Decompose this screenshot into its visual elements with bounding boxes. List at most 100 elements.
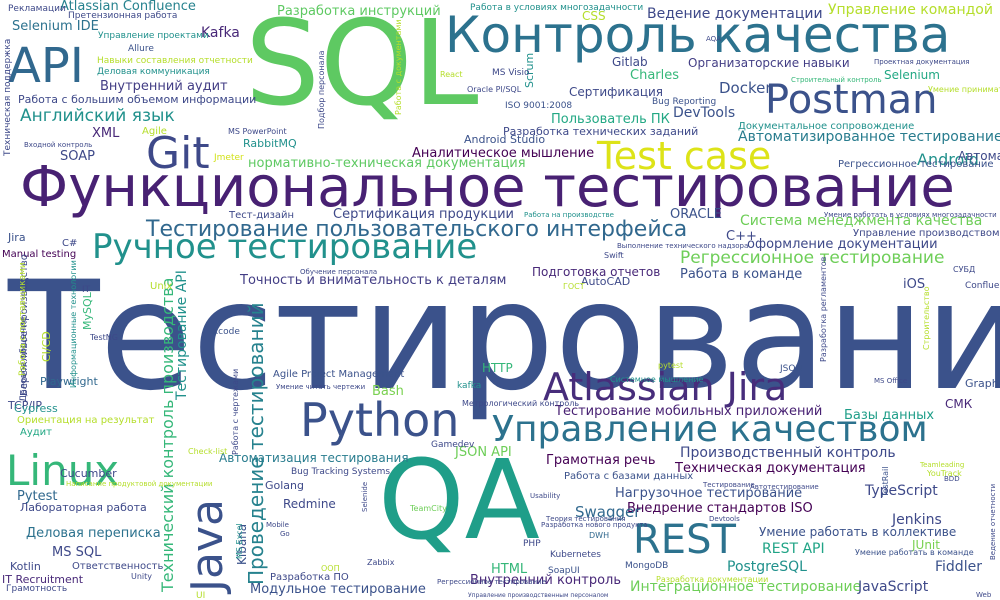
word-mobile-189: Mobile xyxy=(266,521,289,529)
word-kotlin-80: Kotlin xyxy=(10,560,41,573)
word-bug-tracking-systems-98: Bug Tracking Systems xyxy=(291,467,391,477)
word-sql-1: SQL xyxy=(245,0,479,132)
word-term-166: Строительство xyxy=(922,286,931,351)
word-c-118: C# xyxy=(62,238,78,249)
word-java-14: Java xyxy=(182,499,233,592)
word-term-17: Проведение тестирований xyxy=(244,302,268,585)
word-mysql-88: MySQL xyxy=(81,292,94,330)
word-dwh-133: DWH xyxy=(589,531,610,540)
word-gitlab-60: Gitlab xyxy=(612,55,648,69)
word-check-list-142: Check-list xyxy=(188,447,228,456)
word-term-104: Ответственность xyxy=(72,561,164,572)
word-android-studio-90: Android Studio xyxy=(464,133,546,146)
word-ms-office-173: MS Office xyxy=(874,377,908,385)
word-term-139: ООП xyxy=(321,564,340,573)
word-confluence-129: Confluence xyxy=(965,281,1000,291)
word-atlassian-jira-12: Atlassian Jira xyxy=(543,365,788,409)
word-kafka-59: Kafka xyxy=(201,25,240,41)
word-term-149: Входной контроль xyxy=(24,141,93,149)
word-xml-68: XML xyxy=(92,126,120,141)
word-tcp-ip-77: TCP/IP xyxy=(8,399,42,412)
word-term-105: Управление проектами xyxy=(98,31,209,41)
word-term-92: Внутренний контроль xyxy=(470,573,622,588)
word-term-163: Подбор персонала xyxy=(317,50,326,129)
word-term-67: Работа с большим объемом информации xyxy=(18,93,257,106)
word-term-180: Написание продуктовой документации xyxy=(66,480,213,488)
word-docker-57: Docker xyxy=(719,79,772,97)
word-term-196: Управление производственным персоналом xyxy=(468,592,609,599)
word-linux-13: Linux xyxy=(6,446,120,495)
word-term-128: СУБД xyxy=(953,265,976,274)
word-unix-116: Unix xyxy=(150,281,173,292)
word-html-81: HTML xyxy=(491,562,528,577)
word-graphql-130: GraphQL xyxy=(965,377,1000,390)
word-mongodb-135: MongoDB xyxy=(625,561,669,571)
word-term-172: Системное мышление xyxy=(610,375,704,384)
word-term-44: Грамотная речь xyxy=(546,453,656,468)
word-term-45: Деловая переписка xyxy=(26,526,161,541)
word-android-58: Android xyxy=(917,150,979,169)
word-bdd-184: BDD xyxy=(944,475,960,483)
word-term-3: Функциональное тестирование xyxy=(20,155,955,220)
word-http-73: HTTP xyxy=(482,361,513,375)
word-term-66: Внутренний аудит xyxy=(100,79,228,94)
word-term-176: Обучение персонала xyxy=(300,268,378,276)
word-postgresql-48: PostgreSQL xyxy=(727,559,807,575)
word-charles-61: Charles xyxy=(630,68,680,83)
word-term-21: Техническая документация xyxy=(675,461,866,476)
word-usability-185: Usability xyxy=(530,492,561,500)
word-term-19: Тестирование мобильных приложений xyxy=(555,404,823,419)
word-autocad-126: AutoCAD xyxy=(581,275,631,288)
word-junit-86: JUnit xyxy=(912,538,940,552)
word-term-127: ГОСТ xyxy=(563,282,585,291)
word-term-156: Ориентация на результат xyxy=(17,415,155,426)
word-iso-23: Внедрение стандартов ISO xyxy=(627,501,813,516)
word-term-123: Автоматизация xyxy=(958,149,1000,163)
word-term-25: Модульное тестирование xyxy=(250,582,426,597)
word-term-154: Разработка документации xyxy=(656,575,769,584)
word-term-34: Организаторские навыки xyxy=(688,56,850,70)
word-atlassian-confluence-32: Atlassian Confluence xyxy=(60,0,196,14)
word-api-27: Тестирование API xyxy=(174,270,190,400)
word-term-165: Разработка регламентов xyxy=(819,256,828,362)
word-redmine-82: Redmine xyxy=(283,497,336,511)
word-bug-reporting-113: Bug Reporting xyxy=(652,97,717,107)
word-testng-171: TestNG xyxy=(90,333,118,342)
word-term-46: Умение работать в коллективе xyxy=(759,525,957,539)
word-term-4: Контроль качества xyxy=(445,6,951,64)
word-term-182: Автотестирование xyxy=(750,483,819,491)
word-ms-excel-168: MS Excel xyxy=(235,523,244,559)
word-soap-69: SOAP xyxy=(60,149,95,164)
word-term-152: Проектная документация xyxy=(874,58,970,66)
word-term-151: Строительный контроль xyxy=(791,76,882,84)
word-teamleading-183: Teamleading xyxy=(920,461,965,469)
word-kubernetes-134: Kubernetes xyxy=(550,550,601,560)
word-term-35: Автоматизированное тестирование xyxy=(738,129,1000,145)
word-term-39: нормативно-техническая документация xyxy=(248,156,526,171)
word-ios-71: iOS xyxy=(903,277,926,292)
word-ms-visio-146: MS Visio xyxy=(492,68,530,78)
word-agile-project-management-97: Agile Project Management xyxy=(273,369,405,380)
word-web-193: Web xyxy=(976,591,992,599)
word-pytest-170: pytest xyxy=(658,361,684,370)
word-term-124: Регрессионное тестирование xyxy=(838,159,994,170)
word-git-8: Git xyxy=(146,128,210,179)
word-zabbix-138: Zabbix xyxy=(367,558,395,567)
word-oracle-70: ORACLE xyxy=(670,207,722,222)
word-term-63: Сертификация xyxy=(569,85,664,99)
word-term-186: Разработка нового продукта xyxy=(541,521,648,529)
word-term-22: Нагрузочное тестирование xyxy=(615,486,803,501)
word-rabbitmq-91: RabbitMQ xyxy=(243,137,297,150)
word-selenium-ide-33: Selenium IDE xyxy=(12,19,99,34)
word-term-9: Ручное тестирование xyxy=(92,227,478,267)
word-term-108: Претензионная работа xyxy=(68,11,178,21)
word-term-153: Умение работать в команде xyxy=(855,548,974,557)
word-term-177: Работа на производстве xyxy=(524,211,614,219)
word-term-43: Подготовка отчетов xyxy=(532,265,661,279)
word-term-99: Управление производством xyxy=(853,228,1000,239)
word-jira-76: Jira xyxy=(8,231,26,244)
word-teamcity-141: TeamCity xyxy=(410,504,447,513)
word-term-178: Выполнение технического надзора xyxy=(617,242,749,250)
word-term-164: Работа с чертежами xyxy=(231,368,240,455)
